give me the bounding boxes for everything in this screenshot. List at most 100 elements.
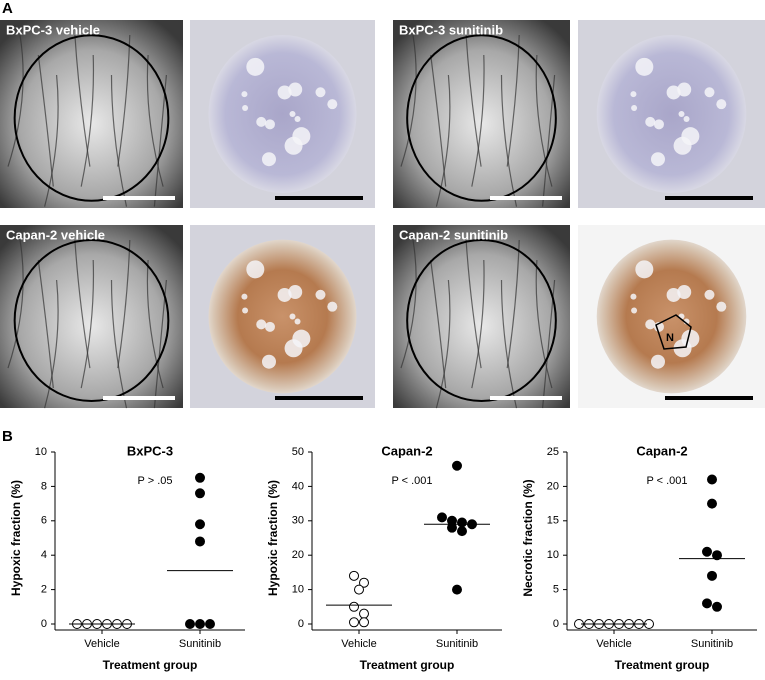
data-point bbox=[195, 488, 205, 499]
histology-section bbox=[596, 35, 747, 193]
histology-lumen bbox=[683, 115, 690, 122]
intravital-image bbox=[393, 225, 570, 408]
data-point bbox=[195, 536, 205, 547]
vessel bbox=[435, 279, 451, 409]
histology-lumen bbox=[241, 91, 248, 98]
histology-lumen bbox=[666, 85, 681, 100]
histology-lumen bbox=[294, 115, 301, 122]
y-axis-label: Hypoxic fraction (%) bbox=[9, 480, 23, 596]
data-point bbox=[712, 601, 722, 612]
vessel bbox=[117, 239, 131, 369]
x-tick-label: Vehicle bbox=[341, 638, 376, 650]
data-point bbox=[707, 498, 717, 509]
vessel bbox=[7, 34, 24, 167]
histology-lumen bbox=[289, 313, 296, 320]
histology-lumen bbox=[716, 301, 727, 312]
histology-lumen bbox=[677, 82, 692, 97]
histology-section bbox=[208, 239, 357, 394]
chart-title: BxPC-3 bbox=[127, 443, 173, 458]
tumor-outline bbox=[13, 238, 170, 403]
vessel bbox=[506, 239, 520, 369]
data-point bbox=[205, 619, 215, 629]
histology-lumen bbox=[630, 91, 637, 98]
y-tick-label: 0 bbox=[553, 618, 559, 630]
image-label: Capan-2 sunitinib bbox=[399, 228, 508, 243]
y-tick-label: 2 bbox=[41, 584, 47, 596]
y-axis-label: Necrotic fraction (%) bbox=[521, 479, 535, 596]
data-point bbox=[185, 619, 195, 629]
x-axis-label: Treatment group bbox=[103, 658, 198, 672]
histology-lumen bbox=[246, 260, 265, 279]
histology-lumen bbox=[327, 301, 338, 312]
histology-lumen bbox=[645, 319, 656, 330]
data-point bbox=[702, 546, 712, 557]
histology-lumen bbox=[264, 119, 275, 130]
data-point bbox=[452, 584, 462, 595]
y-tick-label: 5 bbox=[553, 584, 559, 596]
vessel bbox=[400, 239, 417, 369]
y-tick-label: 8 bbox=[41, 480, 47, 492]
data-point bbox=[359, 608, 369, 619]
data-point bbox=[195, 619, 205, 629]
vessel bbox=[400, 34, 417, 167]
histology-lumen bbox=[631, 307, 638, 314]
data-point bbox=[195, 519, 205, 530]
data-point bbox=[712, 550, 722, 561]
annotation: P > .05 bbox=[138, 475, 173, 487]
histology-lumen bbox=[256, 319, 267, 330]
histology-lumen bbox=[264, 321, 275, 332]
vessel bbox=[542, 279, 556, 409]
tumor-outline bbox=[406, 238, 557, 403]
y-tick-label: 50 bbox=[292, 446, 304, 458]
histology-lumen bbox=[261, 354, 276, 369]
histology-lumen bbox=[284, 136, 303, 155]
histology-lumen bbox=[277, 85, 292, 100]
histology-lumen bbox=[645, 116, 656, 127]
chart-title: Capan-2 bbox=[381, 443, 432, 458]
histology-lumen bbox=[673, 136, 692, 155]
histology-lumen bbox=[242, 105, 249, 112]
image-label: Capan-2 vehicle bbox=[6, 228, 105, 243]
y-tick-label: 0 bbox=[41, 618, 47, 630]
data-point bbox=[349, 601, 359, 612]
panel-label: A bbox=[2, 0, 13, 17]
vessel bbox=[80, 259, 95, 389]
vessel bbox=[110, 74, 128, 207]
vessel bbox=[500, 74, 518, 207]
histology-lumen bbox=[666, 287, 681, 302]
histology-lumen bbox=[635, 57, 654, 76]
y-tick-label: 40 bbox=[292, 480, 304, 492]
panel-label: B bbox=[2, 428, 13, 445]
y-tick-label: 25 bbox=[547, 446, 559, 458]
data-point bbox=[437, 512, 447, 523]
histology-lumen bbox=[631, 105, 638, 112]
necrosis-marker: N bbox=[666, 332, 674, 344]
x-tick-label: Vehicle bbox=[84, 638, 119, 650]
vessel bbox=[535, 54, 553, 187]
histology-lumen bbox=[704, 87, 715, 98]
y-tick-label: 0 bbox=[298, 618, 304, 630]
x-tick-label: Vehicle bbox=[596, 638, 631, 650]
data-point bbox=[349, 617, 359, 628]
y-tick-label: 20 bbox=[547, 480, 559, 492]
histology-lumen bbox=[284, 339, 303, 358]
annotation: P < .001 bbox=[646, 475, 687, 487]
histology-lumen bbox=[288, 82, 303, 97]
x-axis-label: Treatment group bbox=[615, 658, 710, 672]
histology-lumen bbox=[294, 318, 301, 325]
necrosis-outline bbox=[655, 314, 692, 350]
y-tick-label: 10 bbox=[292, 584, 304, 596]
x-tick-label: Sunitinib bbox=[436, 638, 478, 650]
histology-lumen bbox=[315, 289, 326, 300]
vessel bbox=[506, 34, 520, 167]
histology-lumen bbox=[277, 287, 292, 302]
data-point bbox=[447, 522, 457, 533]
image-label: BxPC-3 sunitinib bbox=[399, 23, 503, 38]
histology-lumen bbox=[241, 293, 248, 300]
tumor-outline bbox=[13, 34, 170, 202]
histology-lumen bbox=[630, 293, 637, 300]
vessel bbox=[37, 259, 54, 389]
histology-lumen bbox=[261, 152, 276, 167]
y-tick-label: 10 bbox=[35, 446, 47, 458]
